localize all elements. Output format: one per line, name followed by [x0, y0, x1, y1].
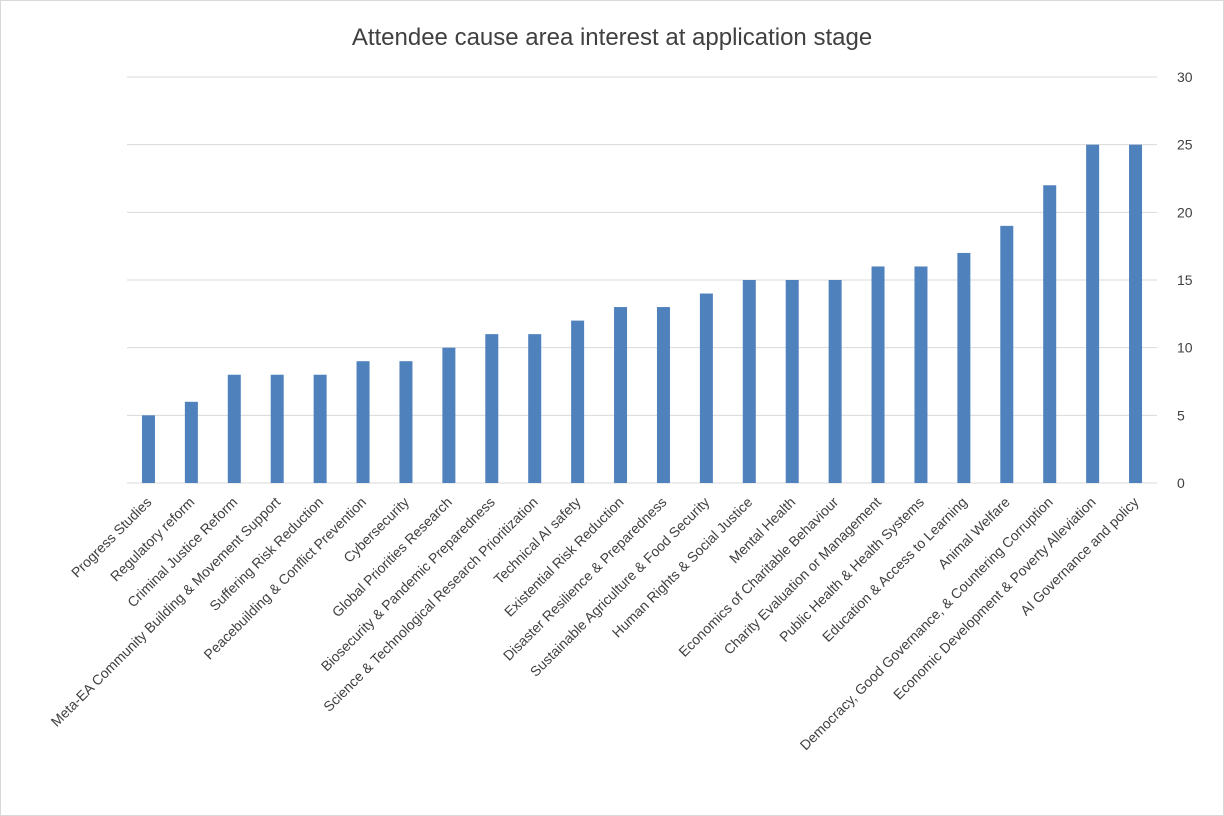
bar [227, 374, 241, 483]
bar [699, 293, 713, 483]
y-tick-label: 20 [1177, 204, 1193, 220]
bar [614, 307, 628, 483]
y-tick-label: 30 [1177, 69, 1193, 85]
bar [828, 280, 842, 483]
bar [1043, 185, 1057, 483]
x-category-label: Economics of Charitable Behaviour [675, 494, 841, 660]
y-tick-label: 0 [1177, 475, 1185, 491]
gridlines [127, 76, 1157, 484]
bar [356, 361, 370, 483]
bar [785, 280, 799, 483]
bar [871, 266, 885, 483]
bar [571, 320, 585, 483]
y-tick-label: 5 [1177, 407, 1185, 423]
y-tick-label: 10 [1177, 340, 1193, 356]
bar [1129, 144, 1143, 483]
x-category-label: Charity Evaluation or Management [720, 494, 884, 658]
x-category-label: Economic Development & Poverty Alleviati… [890, 494, 1099, 703]
bar [1000, 225, 1014, 483]
y-tick-label: 25 [1177, 137, 1193, 153]
bar [442, 347, 456, 483]
bar [184, 401, 198, 483]
chart-title: Attendee cause area interest at applicat… [352, 24, 872, 51]
y-tick-label: 15 [1177, 272, 1193, 288]
bar [141, 415, 155, 483]
bar [914, 266, 928, 483]
bar [656, 307, 670, 483]
bar [270, 374, 284, 483]
bars [141, 144, 1143, 483]
y-axis-ticks: 0 5 10 15 20 25 30 [1177, 69, 1193, 491]
bar [1086, 144, 1100, 483]
bar [957, 252, 971, 483]
bar [742, 280, 756, 483]
bar [399, 361, 413, 483]
bar [528, 334, 542, 483]
bar [485, 334, 499, 483]
bar [313, 374, 327, 483]
